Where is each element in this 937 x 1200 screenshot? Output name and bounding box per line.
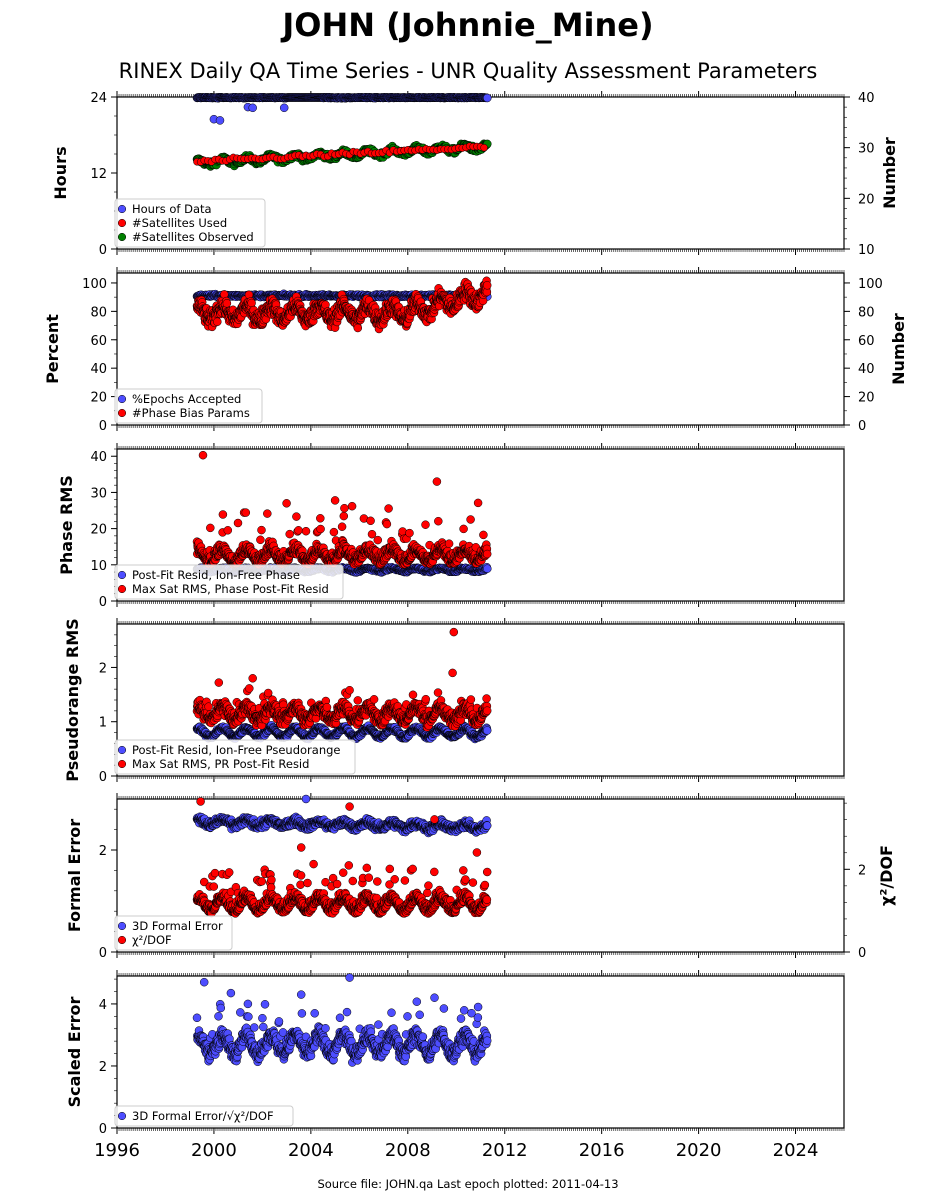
data-point (216, 116, 224, 124)
y2-tick-label: 20 (858, 391, 875, 406)
y-tick-label: 20 (90, 391, 107, 406)
y2-tick-label: 30 (858, 142, 875, 157)
legend: Hours of Data#Satellites Used#Satellites… (115, 199, 265, 247)
legend-marker (118, 409, 126, 417)
y-tick-label: 80 (90, 305, 107, 320)
y2-label-number: Number (880, 137, 899, 209)
data-point (280, 104, 288, 112)
legend-marker (118, 219, 126, 227)
legend-marker (118, 233, 126, 241)
y2-label-number: Number (889, 313, 908, 385)
y-label-hours: Hours (51, 146, 70, 199)
y-label-percent: Percent (43, 314, 62, 384)
y-tick-label: 100 (82, 277, 107, 292)
y-tick-label: 40 (90, 362, 107, 377)
y2-tick-label: 100 (858, 277, 883, 292)
legend-label: #Satellites Observed (132, 230, 254, 244)
data-point (249, 104, 257, 112)
y-tick-label: 60 (90, 334, 107, 349)
data-point (483, 281, 491, 289)
y-tick-label: 0 (99, 419, 107, 434)
y2-tick-label: 10 (858, 243, 875, 258)
y2-tick-label: 0 (858, 419, 866, 434)
y2-tick-label: 20 (858, 192, 875, 207)
y-tick-label: 12 (90, 167, 107, 182)
y2-tick-label: 80 (858, 305, 875, 320)
legend-marker (118, 205, 126, 213)
data-point (354, 324, 362, 332)
data-point (248, 299, 256, 307)
y-tick-label: 0 (99, 243, 107, 258)
y-tick-label: 24 (90, 91, 107, 106)
legend-label: %Epochs Accepted (132, 392, 241, 406)
legend-label: #Phase Bias Params (132, 406, 250, 420)
data-point (213, 318, 221, 326)
legend-label: #Satellites Used (132, 216, 227, 230)
chart-subtitle: RINEX Daily QA Time Series - UNR Quality… (119, 59, 818, 83)
data-point (223, 299, 231, 307)
data-point (483, 94, 491, 102)
y2-tick-label: 60 (858, 334, 875, 349)
legend-label: Hours of Data (132, 202, 212, 216)
y2-tick-label: 40 (858, 91, 875, 106)
data-point (481, 144, 488, 151)
chart-title: JOHN (Johnnie_Mine) (280, 6, 653, 44)
legend-marker (118, 395, 126, 403)
y2-tick-label: 40 (858, 362, 875, 377)
legend: %Epochs Accepted#Phase Bias Params (115, 389, 262, 423)
